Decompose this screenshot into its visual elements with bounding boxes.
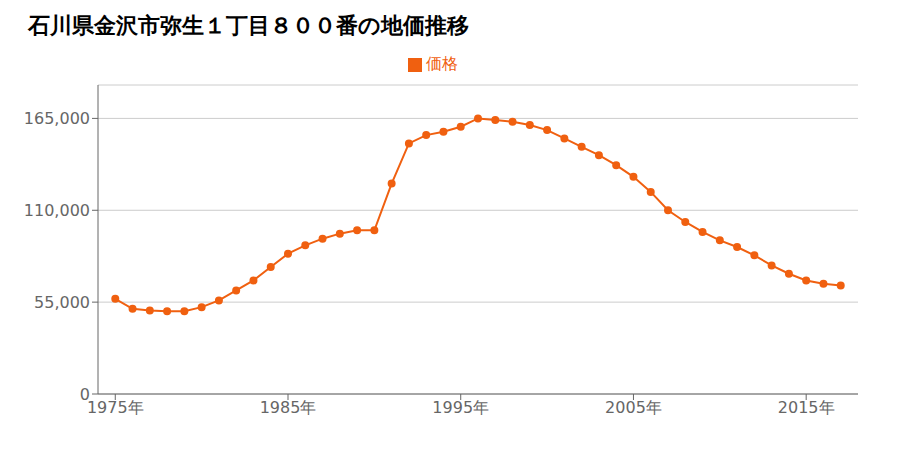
svg-text:1995年: 1995年 [432,398,489,417]
html-text:価格: 価格 [426,54,458,73]
svg-text:110,000: 110,000 [24,201,90,220]
svg-text:55,000: 55,000 [34,293,90,312]
html-text:石川県金沢市弥生１丁目８００番の地価推移: 石川県金沢市弥生１丁目８００番の地価推移 [28,13,469,38]
svg-text:2005年: 2005年 [605,398,662,417]
svg-text:165,000: 165,000 [24,109,90,128]
svg-text:1985年: 1985年 [260,398,317,417]
svg-text:0: 0 [80,385,90,404]
svg-text:2015年: 2015年 [778,398,835,417]
svg-text:1975年: 1975年 [87,398,144,417]
